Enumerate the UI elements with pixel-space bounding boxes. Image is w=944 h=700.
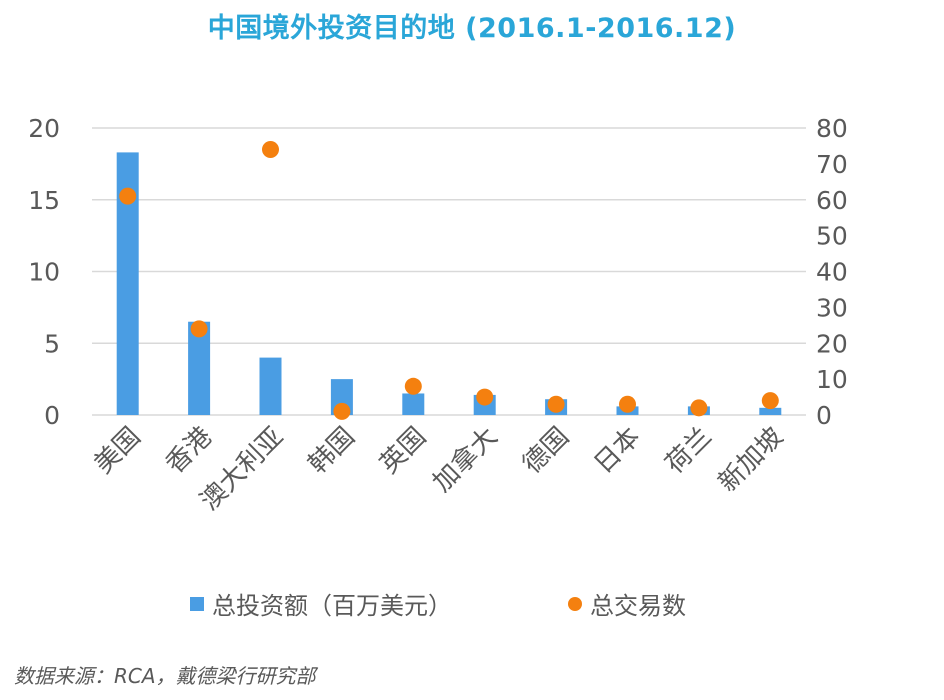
dot-8 xyxy=(690,399,708,417)
dot-5 xyxy=(476,388,494,406)
x-tick-label: 加拿大 xyxy=(427,422,503,498)
chart-legend: 总投资额（百万美元） 总交易数 xyxy=(0,586,944,626)
legend-label-investment: 总投资额（百万美元） xyxy=(212,592,452,620)
y-left-tick-label: 0 xyxy=(44,401,60,430)
bar-0 xyxy=(116,152,139,415)
dot-1 xyxy=(190,320,208,338)
y-left-tick-label: 5 xyxy=(44,329,60,358)
legend-label-deals: 总交易数 xyxy=(590,592,686,620)
bar-9 xyxy=(759,407,782,415)
dot-7 xyxy=(619,395,636,413)
legend-swatch-dot xyxy=(568,596,582,611)
y-left-tick-label: 20 xyxy=(28,114,60,143)
dot-4 xyxy=(404,377,422,395)
y-right-tick-label: 30 xyxy=(816,293,848,322)
dot-9 xyxy=(761,392,779,410)
legend-swatch-bar xyxy=(190,596,204,611)
bar-4 xyxy=(402,393,425,415)
dot-3 xyxy=(333,402,351,420)
y-right-tick-label: 60 xyxy=(816,186,848,215)
y-right-tick-label: 50 xyxy=(816,222,848,251)
x-tick-label: 美国 xyxy=(89,422,147,480)
dot-0 xyxy=(119,187,137,205)
x-tick-label: 新加坡 xyxy=(713,422,789,498)
legend-item-investment: 总投资额（百万美元） xyxy=(190,586,452,621)
x-tick-label: 韩国 xyxy=(303,422,361,480)
y-right-tick-label: 0 xyxy=(816,401,832,430)
x-tick-label: 德国 xyxy=(517,422,575,480)
y-right-tick-label: 70 xyxy=(816,150,848,179)
x-tick-label: 英国 xyxy=(374,422,432,480)
y-right-tick-label: 40 xyxy=(816,258,848,287)
chart-title: 中国境外投资目的地 (2016.1-2016.12) xyxy=(207,13,737,44)
x-tick-label: 日本 xyxy=(588,422,646,480)
bar-1 xyxy=(188,321,211,415)
dot-6 xyxy=(547,395,565,413)
bar-2 xyxy=(259,357,282,415)
y-right-tick-label: 80 xyxy=(816,114,848,143)
y-right-tick-label: 20 xyxy=(816,329,848,358)
x-tick-label: 香港 xyxy=(160,422,218,480)
dot-2 xyxy=(262,141,279,159)
y-right-tick-label: 10 xyxy=(816,365,848,394)
y-left-tick-label: 10 xyxy=(28,258,60,287)
source-note: 数据来源：RCA，戴德梁行研究部 xyxy=(14,664,316,688)
x-tick-label: 荷兰 xyxy=(660,422,718,480)
y-left-tick-label: 15 xyxy=(28,186,60,215)
legend-item-deals: 总交易数 xyxy=(568,586,686,621)
